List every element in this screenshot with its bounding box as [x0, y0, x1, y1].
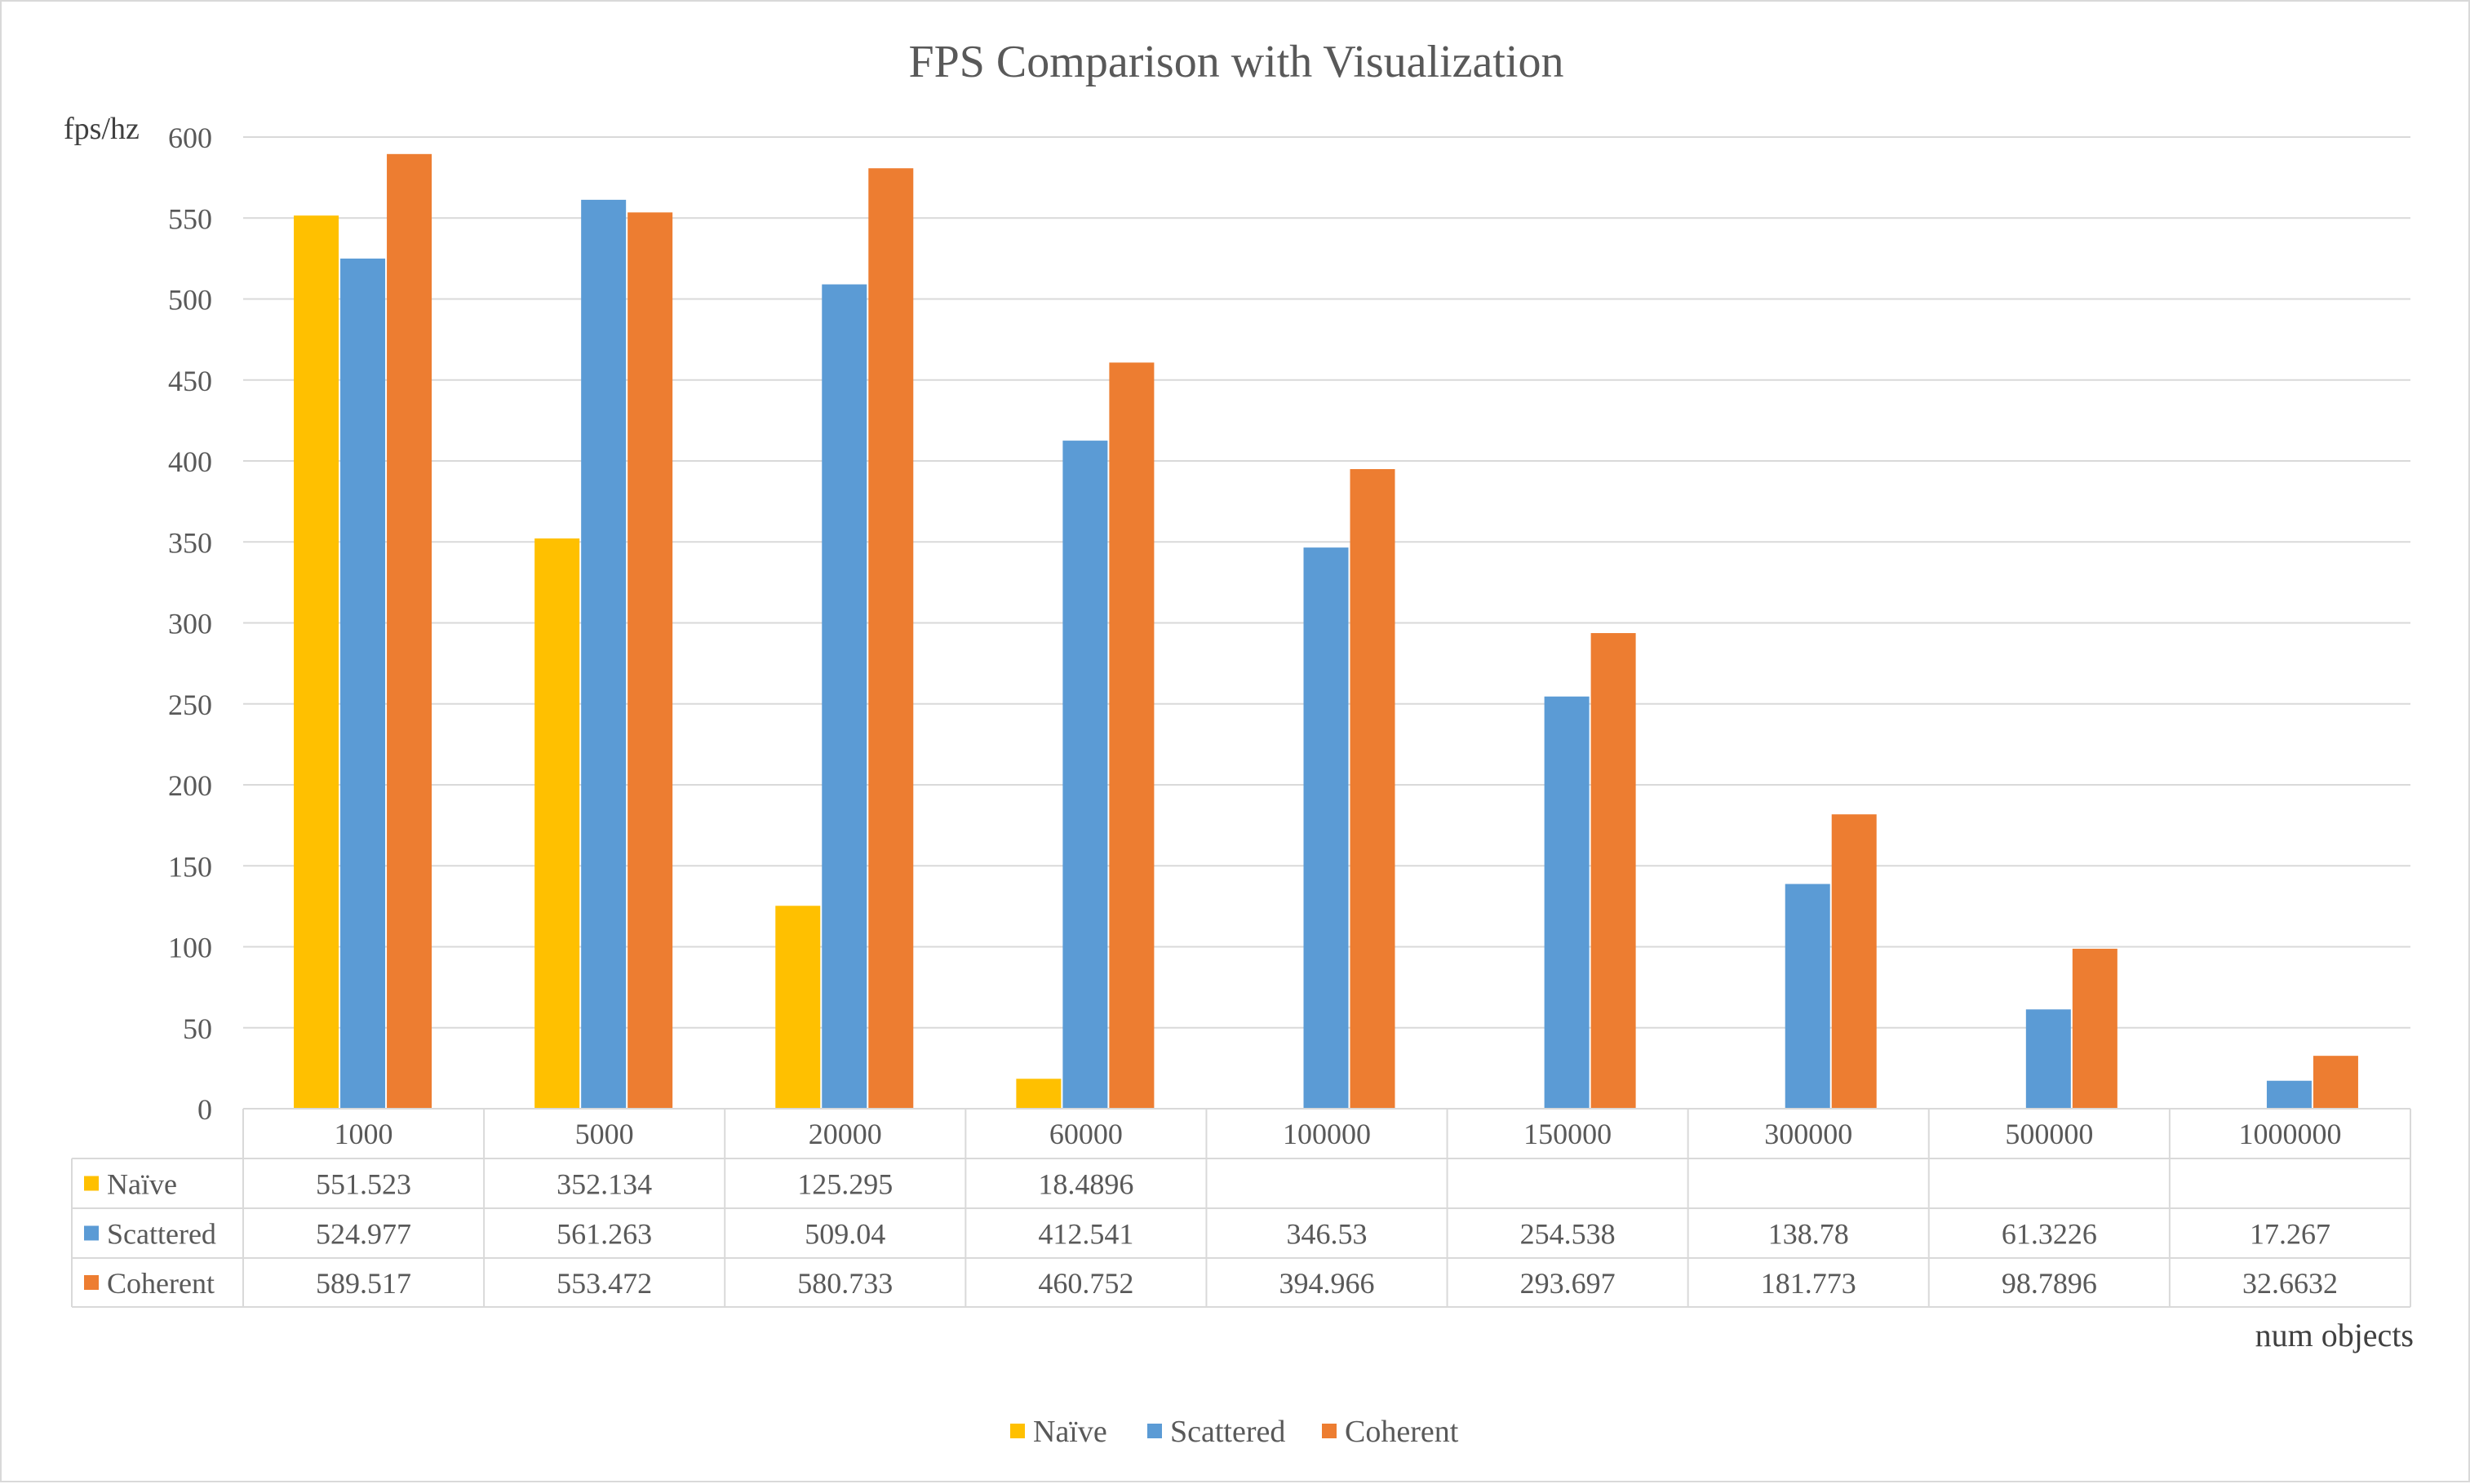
bar-scattered-300000 — [1785, 884, 1830, 1109]
y-tick-label: 600 — [168, 122, 212, 154]
table-row-label: Scattered — [107, 1218, 216, 1251]
y-tick-label: 450 — [168, 365, 212, 397]
x-tick-label: 5000 — [575, 1118, 634, 1150]
y-tick-label: 500 — [168, 284, 212, 317]
table-cell: 394.966 — [1279, 1267, 1375, 1300]
table-cell: 412.541 — [1038, 1218, 1133, 1251]
table-cell: 293.697 — [1520, 1267, 1616, 1300]
bar-coherent-500000 — [2072, 948, 2117, 1109]
legend-key-naïve — [1010, 1424, 1025, 1438]
table-cell: 32.6632 — [2242, 1267, 2338, 1300]
legend-key-coherent — [1322, 1424, 1337, 1438]
bar-naïve-20000 — [775, 906, 821, 1109]
legend-label-scattered: Scattered — [1170, 1415, 1285, 1449]
y-axis-ticks: 0 50 100 150 200 250 300 350 400 450 500 550 600 — [168, 122, 212, 1126]
table-row-label: Naïve — [107, 1168, 177, 1201]
table-cell: 509.04 — [805, 1218, 885, 1251]
bar-coherent-5000 — [627, 212, 673, 1109]
x-tick-label: 20000 — [809, 1118, 882, 1150]
table-cell: 17.267 — [2250, 1218, 2330, 1251]
x-tick-label: 100000 — [1283, 1118, 1371, 1150]
table-cell: 561.263 — [557, 1218, 652, 1251]
table-cell: 589.517 — [316, 1267, 411, 1300]
legend-key-scattered — [1147, 1424, 1162, 1438]
table-cell: 524.977 — [316, 1218, 411, 1251]
x-tick-label: 1000000 — [2238, 1118, 2341, 1150]
bar-coherent-100000 — [1350, 468, 1395, 1109]
y-axis-label: fps/hz — [64, 112, 140, 146]
table-cell: 551.523 — [316, 1168, 411, 1201]
bars — [294, 153, 2358, 1110]
bar-scattered-60000 — [1062, 441, 1108, 1109]
bar-naïve-1000 — [294, 215, 339, 1110]
y-tick-label: 350 — [168, 526, 212, 559]
bar-coherent-60000 — [1109, 362, 1155, 1109]
table-cell: 553.472 — [557, 1267, 652, 1300]
table-cell: 460.752 — [1038, 1267, 1133, 1300]
table-cell: 138.78 — [1768, 1218, 1849, 1251]
bar-coherent-1000000 — [2313, 1056, 2358, 1109]
bar-scattered-500000 — [2025, 1009, 2071, 1109]
bar-scattered-150000 — [1544, 696, 1590, 1109]
x-tick-label: 150000 — [1523, 1118, 1612, 1150]
legend: Naïve Scattered Coherent — [1010, 1415, 1459, 1449]
y-tick-label: 50 — [183, 1012, 212, 1045]
bar-naïve-5000 — [534, 538, 580, 1109]
y-tick-label: 0 — [197, 1093, 212, 1126]
legend-label-naïve: Naïve — [1033, 1415, 1107, 1449]
y-tick-label: 150 — [168, 850, 212, 883]
data-table: 1000 5000 20000 60000 100000 150000 300000 5000… — [71, 1108, 2411, 1308]
y-tick-label: 400 — [168, 445, 212, 478]
bar-coherent-1000 — [387, 153, 432, 1110]
x-tick-label: 60000 — [1049, 1118, 1123, 1150]
bar-coherent-300000 — [1831, 814, 1877, 1109]
bar-scattered-100000 — [1303, 547, 1349, 1109]
bar-coherent-20000 — [868, 168, 914, 1109]
y-tick-label: 100 — [168, 932, 212, 964]
x-tick-label: 500000 — [2005, 1118, 2093, 1150]
table-row-label: Coherent — [107, 1267, 215, 1300]
table-legend-key-scattered — [84, 1225, 99, 1241]
x-axis-label: num objects — [2255, 1317, 2414, 1353]
table-legend-key-naïve — [84, 1176, 99, 1191]
bar-scattered-1000000 — [2266, 1080, 2312, 1109]
bar-scattered-1000 — [340, 258, 386, 1109]
table-cell: 98.7896 — [2002, 1267, 2097, 1300]
x-tick-label: 300000 — [1764, 1118, 1852, 1150]
table-cell: 125.295 — [797, 1168, 893, 1201]
bar-scattered-20000 — [822, 284, 867, 1109]
chart-title: FPS Comparison with Visualization — [909, 37, 1564, 87]
bar-naïve-60000 — [1016, 1079, 1062, 1109]
table-cell: 18.4896 — [1038, 1168, 1133, 1201]
bar-coherent-150000 — [1590, 633, 1636, 1109]
y-tick-label: 250 — [168, 689, 212, 721]
x-tick-label: 1000 — [335, 1118, 393, 1150]
table-cell: 254.538 — [1520, 1218, 1616, 1251]
y-tick-label: 200 — [168, 769, 212, 802]
table-legend-key-coherent — [84, 1275, 99, 1290]
bar-scattered-5000 — [581, 199, 627, 1109]
table-cell: 580.733 — [797, 1267, 893, 1300]
legend-label-coherent: Coherent — [1345, 1415, 1459, 1449]
table-cell: 61.3226 — [2002, 1218, 2097, 1251]
table-cell: 346.53 — [1287, 1218, 1368, 1251]
y-tick-label: 300 — [168, 608, 212, 640]
y-tick-label: 550 — [168, 202, 212, 235]
table-cell: 352.134 — [557, 1168, 652, 1201]
table-cell: 181.773 — [1761, 1267, 1856, 1300]
